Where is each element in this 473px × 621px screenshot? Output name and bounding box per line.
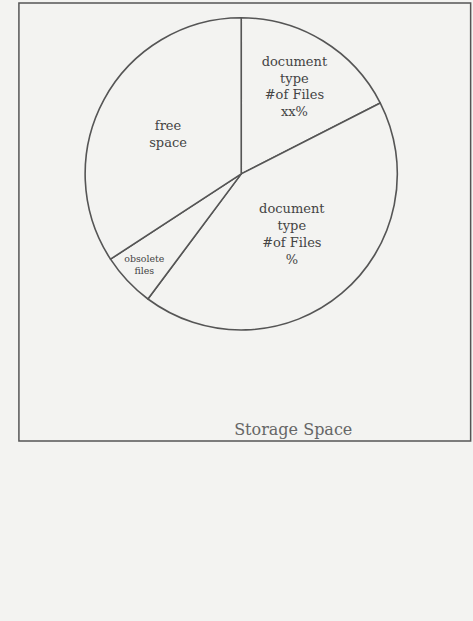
svg-text:freespace: freespace xyxy=(149,118,187,150)
svg-text:Storage Space: Storage Space xyxy=(234,420,352,439)
svg-text:obsoletefiles: obsoletefiles xyxy=(124,253,165,276)
svg-text:documenttype#of Filesxx%: documenttype#of Filesxx% xyxy=(262,54,328,120)
svg-text:documenttype#of Files%: documenttype#of Files% xyxy=(259,201,325,267)
